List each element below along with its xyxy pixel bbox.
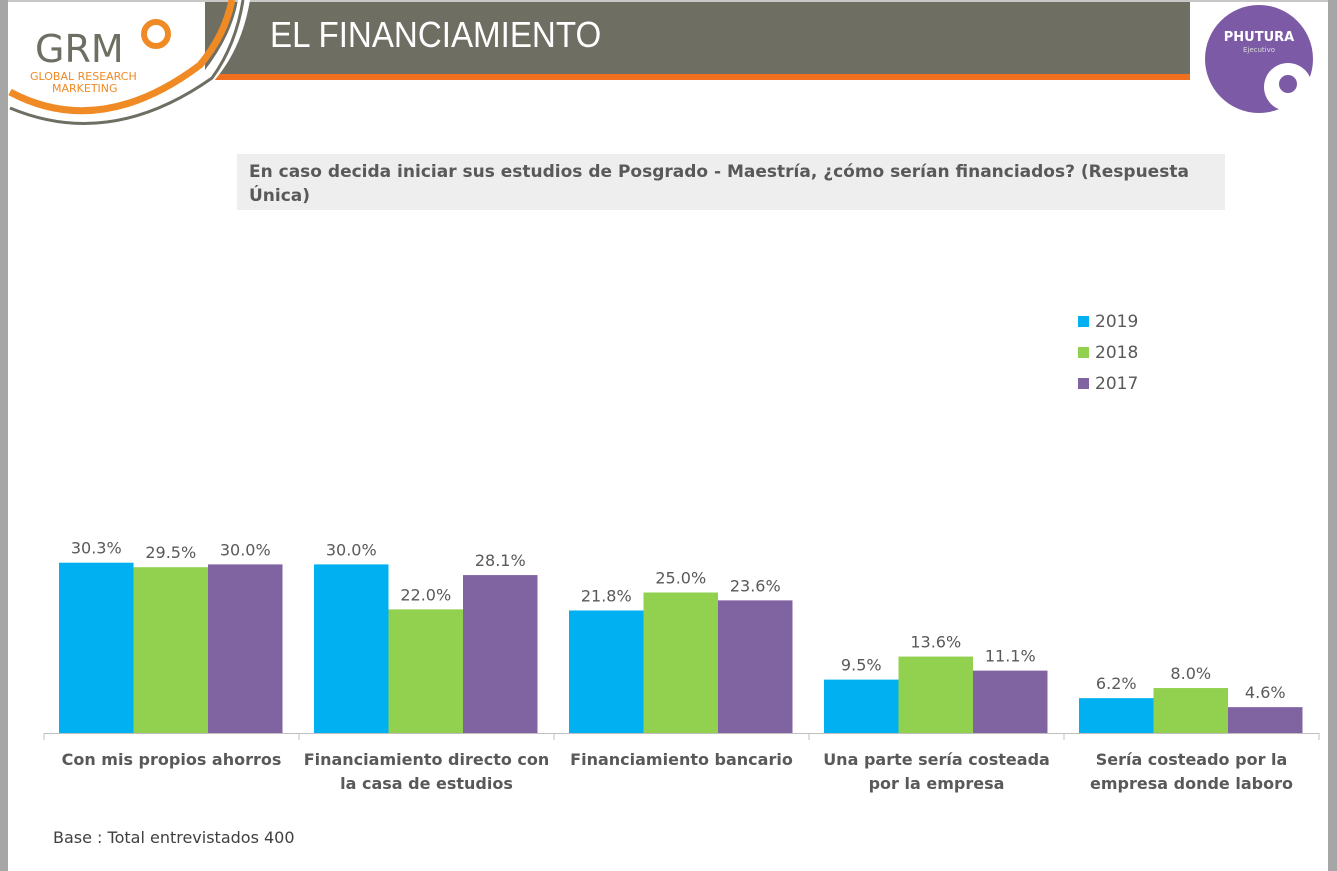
data-label: 28.1% [475, 551, 526, 570]
legend-item-2017: 2017 [1078, 368, 1138, 399]
bar-2017 [1228, 707, 1303, 733]
legend-label: 2018 [1095, 342, 1139, 363]
bar-2018 [388, 609, 463, 733]
legend-item-2019: 2019 [1078, 306, 1138, 337]
legend-label: 2017 [1095, 373, 1139, 394]
data-label: 4.6% [1245, 683, 1286, 702]
svg-text:GRM: GRM [35, 27, 124, 71]
bar-2017 [973, 670, 1048, 733]
data-label: 21.8% [581, 586, 632, 605]
grm-logo: GRM GLOBAL RESEARCH MARKETING [8, 0, 250, 130]
chart-legend: 2019 2018 2017 [1078, 306, 1138, 399]
data-label: 30.0% [326, 540, 377, 559]
category-label: Con mis propios ahorros [61, 750, 282, 769]
data-label: 29.5% [145, 543, 196, 562]
data-label: 13.6% [910, 633, 961, 652]
bar-2017 [208, 564, 283, 733]
svg-text:PHUTURA: PHUTURA [1224, 30, 1294, 45]
data-label: 30.0% [220, 540, 271, 559]
footer-base-note: Base : Total entrevistados 400 [53, 828, 295, 847]
bar-2018 [898, 656, 973, 733]
bar-2018 [1153, 688, 1228, 733]
header-bar [205, 2, 1190, 75]
category-label: Una parte sería costeada por la empresa [823, 750, 1050, 793]
svg-text:Ejecutivo: Ejecutivo [1243, 46, 1275, 54]
bar-2019 [569, 610, 644, 733]
bar-2019 [314, 564, 389, 733]
phutura-logo: PHUTURA Ejecutivo [1205, 5, 1313, 113]
data-label: 8.0% [1170, 664, 1211, 683]
data-label: 22.0% [400, 585, 451, 604]
svg-text:MARKETING: MARKETING [52, 82, 118, 95]
data-label: 25.0% [655, 569, 706, 588]
bar-2019 [59, 562, 134, 733]
right-border [1328, 0, 1337, 871]
legend-item-2018: 2018 [1078, 337, 1138, 368]
legend-swatch [1078, 316, 1089, 327]
category-label: Sería costeado por la empresa donde labo… [1090, 750, 1293, 793]
question-text: En caso decida iniciar sus estudios de P… [237, 154, 1225, 210]
data-label: 30.3% [71, 539, 122, 558]
data-label: 6.2% [1096, 674, 1137, 693]
bar-2017 [718, 600, 793, 733]
data-label: 11.1% [985, 647, 1036, 666]
data-label: 9.5% [841, 656, 882, 675]
legend-label: 2019 [1095, 311, 1139, 332]
header-accent-line [205, 74, 1190, 80]
category-label: Financiamiento bancario [570, 750, 793, 769]
page-title: EL FINANCIAMIENTO [270, 14, 602, 55]
legend-swatch [1078, 347, 1089, 358]
legend-swatch [1078, 378, 1089, 389]
bar-2019 [1079, 698, 1154, 733]
bar-2018 [643, 592, 718, 733]
bar-2018 [133, 567, 208, 733]
bar-2017 [463, 575, 538, 733]
svg-text:GLOBAL RESEARCH: GLOBAL RESEARCH [30, 70, 137, 83]
category-label: Financiamiento directo con la casa de es… [303, 750, 550, 793]
left-border [0, 0, 8, 871]
top-border [0, 0, 1337, 2]
bar-2019 [824, 679, 899, 733]
data-label: 23.6% [730, 576, 781, 595]
